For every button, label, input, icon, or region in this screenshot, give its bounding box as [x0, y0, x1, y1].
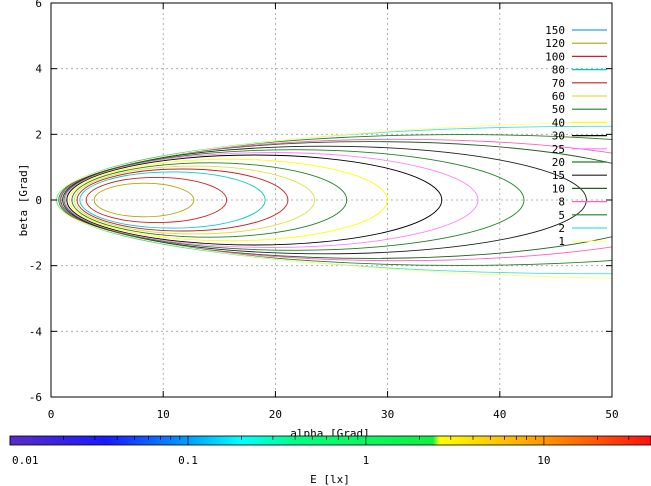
y-tick-label: 6 — [35, 0, 42, 10]
legend-label: 1 — [558, 235, 565, 248]
contour-line — [58, 134, 612, 266]
colorbar — [9, 435, 651, 446]
legend-label: 60 — [552, 90, 565, 103]
contour-line — [93, 182, 195, 218]
legend-label: 10 — [552, 182, 565, 195]
grid-lines — [51, 3, 612, 397]
legend-label: 5 — [558, 209, 565, 222]
contour-line — [63, 149, 525, 251]
y-axis-ticks: -6 -4 -2 0 2 4 6 — [29, 0, 612, 404]
y-tick-label: 4 — [35, 63, 42, 76]
legend-label: 2 — [558, 222, 565, 235]
x-tick-label: 20 — [269, 408, 282, 421]
colorbar-tick-label: 1 — [363, 454, 370, 467]
contour-line — [62, 145, 587, 255]
contour-line — [79, 171, 266, 229]
contour-line — [59, 138, 612, 262]
y-tick-label: -2 — [29, 260, 42, 273]
contour-line — [85, 176, 228, 224]
legend-label: 120 — [545, 37, 565, 50]
colorbar-tick-label: 0.1 — [178, 454, 198, 467]
legend-label: 15 — [552, 169, 565, 182]
x-tick-label: 10 — [157, 408, 170, 421]
contour-line — [64, 152, 479, 248]
contour-line — [66, 154, 443, 246]
y-tick-label: 2 — [35, 128, 42, 141]
colorbar-tick-label: 10 — [537, 454, 550, 467]
y-axis-label: beta [Grad] — [17, 164, 30, 237]
contour-line — [68, 158, 388, 242]
contour-line — [71, 162, 348, 238]
x-tick-label: 0 — [48, 408, 55, 421]
colorbar-label: E [lx] — [310, 473, 350, 486]
contour-line — [60, 141, 612, 259]
colorbar-ticks: 0.01 0.1 1 10 — [9, 436, 651, 467]
x-tick-label: 30 — [381, 408, 394, 421]
x-tick-label: 50 — [605, 408, 618, 421]
legend-label: 40 — [552, 116, 565, 129]
legend-label: 70 — [552, 77, 565, 90]
legend-label: 80 — [552, 64, 565, 77]
legend-label: 30 — [552, 130, 565, 143]
legend-label: 25 — [552, 143, 565, 156]
y-tick-label: 0 — [35, 194, 42, 207]
legend-label: 20 — [552, 156, 565, 169]
colorbar-tick-label: 0.01 — [12, 454, 39, 467]
contour-line — [76, 168, 289, 232]
legend-label: 50 — [552, 103, 565, 116]
contour-line — [73, 165, 316, 235]
x-tick-label: 40 — [493, 408, 506, 421]
legend-label: 100 — [545, 50, 565, 63]
y-tick-label: -6 — [29, 391, 42, 404]
legend-label: 8 — [558, 196, 565, 209]
y-tick-label: -4 — [29, 325, 43, 338]
x-axis-ticks: 0 10 20 30 40 50 — [48, 3, 619, 421]
legend-label: 150 — [545, 24, 565, 37]
